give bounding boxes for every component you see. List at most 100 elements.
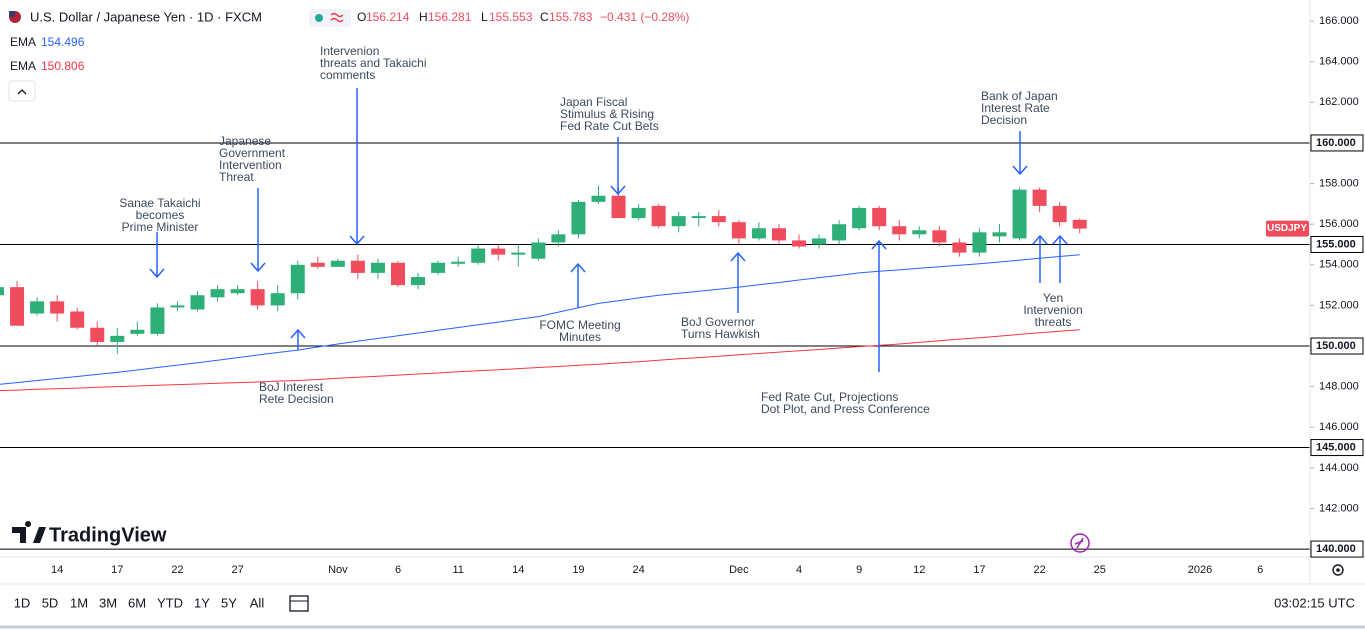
candle-body [912,230,927,235]
range-button[interactable]: 1Y [194,595,210,610]
annotation-text: Rete Decision [259,392,334,406]
candle-body [872,207,887,227]
range-button[interactable]: 6M [128,595,146,610]
level-label-box [1310,134,1364,152]
annotation-arrowhead [1032,234,1048,245]
candle-body [90,327,105,342]
annotation-text: comments [320,68,375,82]
candle-body [651,205,666,227]
candle-body [370,262,385,273]
candle-body [771,228,786,241]
ema-label: EMA [10,59,36,73]
candle-body [471,248,486,263]
range-button[interactable]: 1M [70,595,88,610]
y-tick-label: 158.000 [1319,177,1359,189]
annotation-arrowhead [250,262,266,273]
x-tick-label: 14 [512,564,524,576]
candle-body [591,195,606,202]
candle-body [671,216,686,227]
level-label-box [1310,540,1364,558]
candle-body [491,248,506,255]
x-tick-label: 17 [973,564,985,576]
ema-value: 150.806 [41,59,85,73]
symbol-title: U.S. Dollar / Japanese Yen · 1D · FXCM [30,9,262,24]
candle-body [310,262,325,267]
candle-body [0,287,4,296]
candle-body [411,276,426,286]
y-tick-label: 146.000 [1319,421,1359,433]
annotation-arrowhead [570,262,586,273]
symbol-tag: USDJPY [1267,223,1307,234]
y-tick-label: 142.000 [1319,502,1359,514]
x-tick-label: 25 [1094,564,1106,576]
collapse-button[interactable] [8,80,36,102]
calendar-icon[interactable] [289,595,309,612]
x-tick-label: 24 [632,564,644,576]
candle-body [531,242,546,259]
status-badge[interactable] [309,9,351,27]
candle-body [451,261,466,264]
annotation-text: Dot Plot, and Press Conference [761,402,930,416]
annotation-text: Intervenion [320,44,379,58]
ema-label: EMA [10,35,36,49]
candle-body [1052,205,1067,223]
settings-icon[interactable] [1332,564,1344,576]
y-tick-label: 148.000 [1319,381,1359,393]
candle-body [992,232,1007,237]
candle-body [350,260,365,273]
x-tick-label: 6 [395,564,401,576]
indicator-icon [1074,537,1084,549]
range-button[interactable]: YTD [157,595,183,610]
candle-body [170,305,185,308]
candle-body [571,201,586,235]
candle-body [230,289,245,294]
plot-area [0,142,1310,550]
y-tick-label: 144.000 [1319,462,1359,474]
candle-body [150,307,165,334]
candle-body [30,301,45,314]
annotation-arrowhead [349,235,365,246]
x-tick-label: 4 [796,564,802,576]
annotation-text: becomes [136,208,185,222]
annotation-arrowhead [290,328,306,339]
level-label: 155.000 [1316,238,1356,250]
ohlc-prefix: O [357,10,366,24]
annotation-text: Interest Rate [981,101,1050,115]
annotation-text: Intervention [219,158,282,172]
range-button[interactable]: 1D [14,595,31,610]
chevron-icon [17,89,27,95]
ohlc-value: 155.783 [549,10,593,24]
y-tick-label: 164.000 [1319,56,1359,68]
annotation-arrowhead [1052,234,1068,245]
annotation-text: Minutes [559,330,601,344]
candle-body [932,230,947,243]
candle-body [391,262,405,286]
candle-body [290,264,305,294]
x-tick-label: Nov [328,564,348,576]
range-button[interactable]: 5D [42,595,59,610]
annotation-text: Yen [1043,291,1063,305]
indicator-icon[interactable] [1070,533,1090,553]
range-button[interactable]: 5Y [221,595,237,610]
x-tick-label: 6 [1257,564,1263,576]
range-button[interactable]: 3M [99,595,117,610]
candle-body [691,216,706,219]
candle-body [250,289,265,306]
x-tick-label: Dec [729,564,749,576]
candle-body [952,242,967,253]
candle-body [832,224,847,241]
candle-body [210,289,225,298]
ema-value: 154.496 [41,35,85,49]
annotation-text: Threat [219,170,254,184]
candle-body [711,216,726,223]
ohlc-value: 156.214 [366,10,410,24]
candle-body [190,295,205,310]
flag-icon [9,11,15,17]
candle-body [812,238,827,245]
ohlc-legend: O 156.214 H 156.281 L 155.553 C 155.783 −0.431 (… [357,10,689,24]
range-button[interactable]: All [250,595,265,610]
y-tick-label: 156.000 [1319,218,1359,230]
ohlc-prefix: H [419,10,428,24]
level-label: 160.000 [1316,137,1356,149]
annotation-text: Fed Rate Cut, Projections [761,390,898,404]
